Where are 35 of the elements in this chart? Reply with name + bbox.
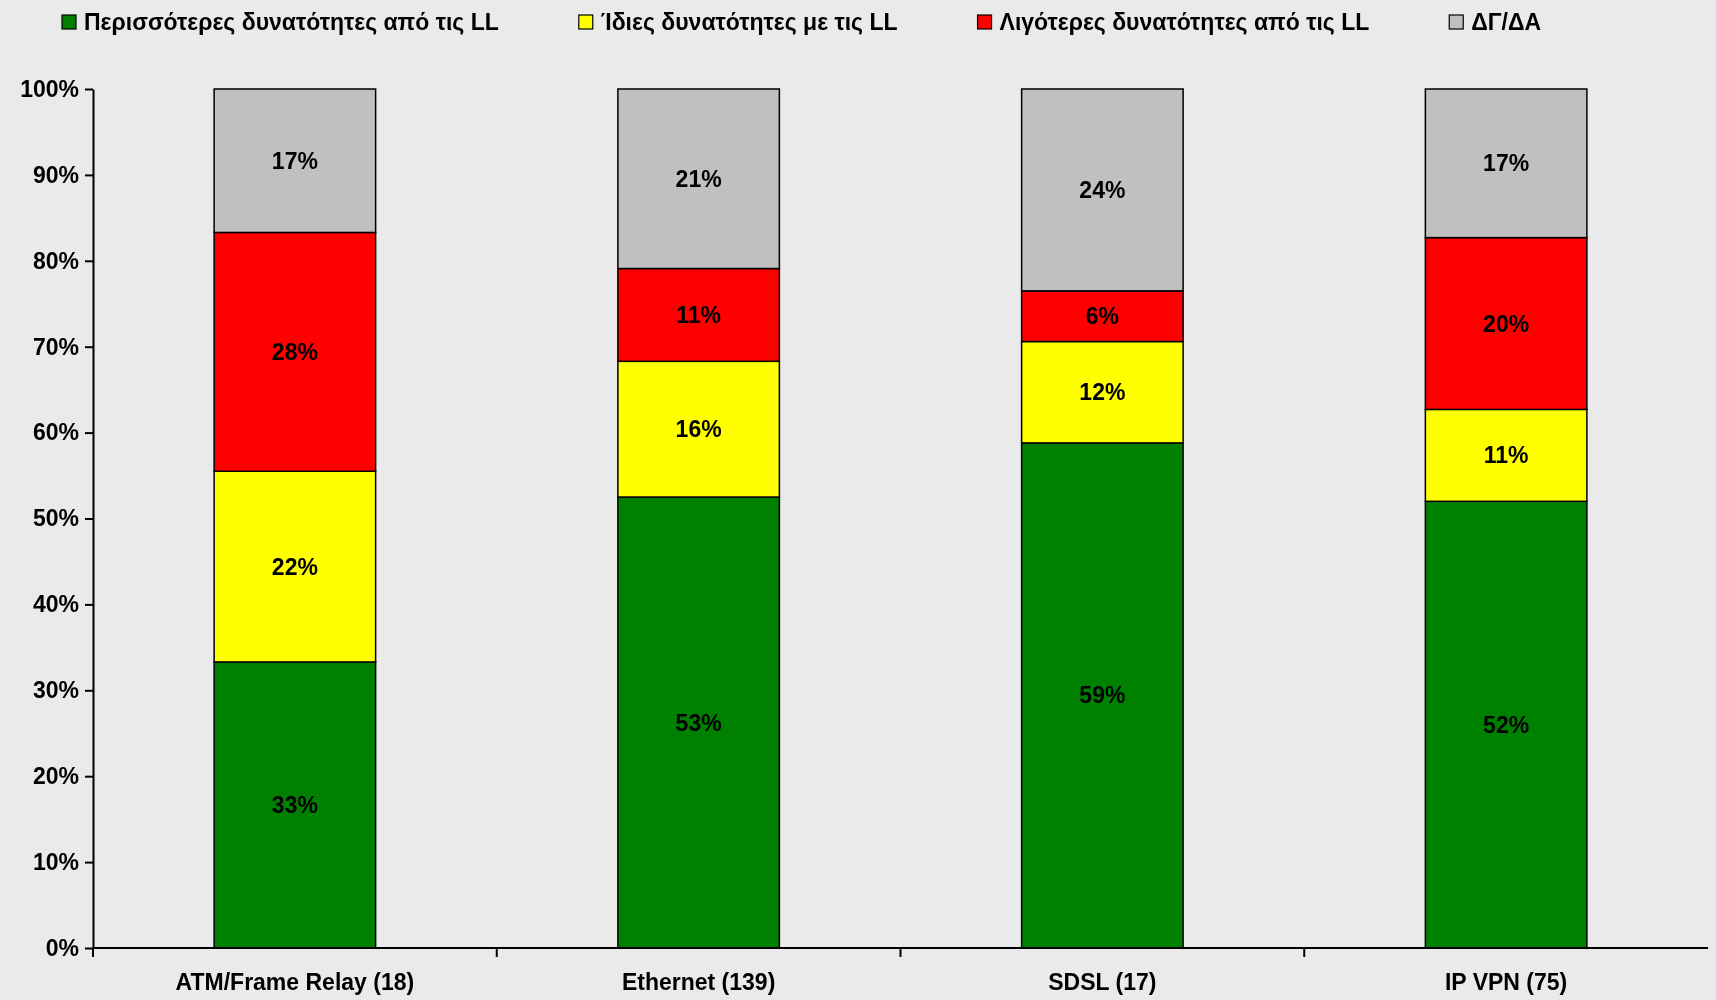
data-label: 16% bbox=[675, 416, 722, 443]
y-tick-label: 20% bbox=[32, 763, 79, 790]
legend-label: Ίδιες δυνατότητες με τις LL bbox=[600, 9, 898, 35]
y-tick-label: 100% bbox=[20, 75, 79, 102]
legend-label: ΔΓ/ΔΑ bbox=[1471, 9, 1542, 35]
data-label: 17% bbox=[271, 147, 318, 174]
x-tick-label: ATM/Frame Relay (18) bbox=[175, 969, 415, 995]
data-label: 17% bbox=[1483, 150, 1530, 177]
y-tick-label: 40% bbox=[32, 591, 79, 618]
data-label: 20% bbox=[1483, 310, 1530, 337]
data-label: 53% bbox=[675, 709, 722, 736]
x-tick-label: SDSL (17) bbox=[1048, 969, 1157, 995]
data-label: 52% bbox=[1483, 711, 1530, 738]
data-label: 22% bbox=[271, 553, 318, 580]
data-label: 6% bbox=[1085, 303, 1119, 330]
legend-label: Λιγότερες δυνατότητες από τις LL bbox=[999, 9, 1370, 35]
y-tick-label: 60% bbox=[32, 419, 79, 446]
y-tick-label: 90% bbox=[32, 161, 79, 188]
data-label: 28% bbox=[271, 338, 318, 365]
y-tick-label: 30% bbox=[32, 677, 79, 704]
data-label: 33% bbox=[271, 791, 318, 818]
y-tick-label: 80% bbox=[32, 247, 79, 274]
data-label: 21% bbox=[675, 165, 722, 192]
x-tick-label: IP VPN (75) bbox=[1444, 969, 1568, 995]
y-tick-label: 0% bbox=[45, 934, 79, 961]
y-tick-label: 50% bbox=[32, 505, 79, 532]
data-label: 12% bbox=[1079, 379, 1126, 406]
data-label: 11% bbox=[1483, 442, 1529, 469]
y-tick-label: 10% bbox=[32, 848, 79, 875]
x-tick-label: Ethernet (139) bbox=[621, 969, 776, 995]
data-label: 24% bbox=[1079, 176, 1126, 203]
legend-label: Περισσότερες δυνατότητες από τις LL bbox=[84, 9, 499, 35]
data-label: 11% bbox=[676, 301, 722, 328]
data-label: 59% bbox=[1079, 682, 1126, 709]
y-tick-label: 70% bbox=[32, 333, 79, 360]
